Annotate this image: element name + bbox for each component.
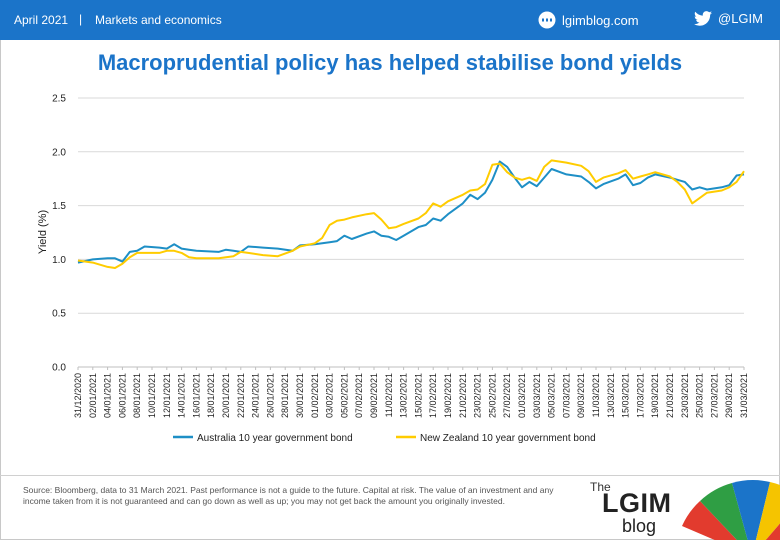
logo-blog: blog [622,516,657,536]
twitter-link[interactable]: @LGIM [694,11,763,26]
x-tick-label: 11/03/2021 [591,373,601,417]
legend: Australia 10 year government bond New Zea… [173,433,596,444]
x-tick-label: 27/02/2021 [502,373,512,418]
header-bar: April 2021 | Markets and economics lgimb… [0,0,780,40]
x-tick-label: 07/02/2021 [354,373,364,418]
legend-label: Australia 10 year government bond [197,433,353,444]
series-lines [77,159,745,269]
x-tick-label: 19/02/2021 [443,373,453,418]
x-tick-label: 24/01/2021 [251,373,261,418]
x-tick-label: 04/01/2021 [103,373,113,418]
y-tick-label: 2.5 [52,94,66,105]
footer-divider [0,475,780,476]
x-tick-label: 06/01/2021 [117,373,127,418]
x-tick-label: 27/03/2021 [709,373,719,418]
x-tick-label: 09/02/2021 [369,373,379,418]
x-tick-label: 26/01/2021 [265,373,275,418]
header-separator: | [79,12,83,26]
blog-logo-icon [538,11,556,29]
x-tick-label: 01/02/2021 [310,373,320,418]
umbrella-icon [682,480,780,540]
x-tick-label: 03/02/2021 [325,373,335,418]
x-tick-label: 23/03/2021 [680,373,690,418]
x-tick-label: 12/01/2021 [162,373,172,418]
twitter-handle: @LGIM [718,11,763,26]
australia-series-line [77,160,745,264]
site-label: lgimblog.com [562,12,639,28]
x-tick-label: 05/02/2021 [339,373,349,418]
y-tick-label: 0.0 [52,363,66,374]
x-tick-label: 07/03/2021 [561,373,571,418]
x-tick-label: 10/01/2021 [147,373,157,418]
x-tick-label: 23/02/2021 [473,373,483,418]
header-section-link[interactable]: Markets and economics [95,13,222,27]
lgim-blog-logo[interactable]: The LGIM blog [584,478,780,540]
x-tick-label: 13/02/2021 [399,373,409,418]
line-chart: 0.0 0.5 1.0 1.5 2.0 2.5 Yield (%) 31/12/2020 0… [37,94,749,445]
x-tick-label: 08/01/2021 [132,373,142,418]
x-tick-label: 21/03/2021 [665,373,675,418]
x-tick-label: 19/03/2021 [650,373,660,418]
y-tick-label: 0.5 [52,309,66,320]
chart-title: Macroprudential policy has helped stabil… [97,50,683,75]
x-tick-label: 11/02/2021 [384,373,394,417]
x-tick-label: 25/02/2021 [487,373,497,418]
x-tick-label: 17/03/2021 [635,373,645,418]
x-tick-label: 31/03/2021 [739,373,749,418]
x-tick-label: 03/03/2021 [532,373,542,418]
x-tick-label: 13/03/2021 [606,373,616,418]
x-tick-label: 05/03/2021 [547,373,557,418]
x-tick-label: 16/01/2021 [191,373,201,418]
x-tick-label: 18/01/2021 [206,373,216,418]
y-tick-labels: 0.0 0.5 1.0 1.5 2.0 2.5 [52,94,66,374]
x-tick-label: 25/03/2021 [695,373,705,418]
new-zealand-series-line [77,159,745,269]
header-date: April 2021 [14,13,69,27]
x-tick-label: 09/03/2021 [576,373,586,418]
site-link[interactable]: lgimblog.com [538,11,639,29]
twitter-bird-icon [694,11,712,26]
x-tick-labels: 31/12/2020 02/01/2021 04/01/2021 06/01/2021… [73,367,749,418]
x-tick-label: 31/12/2020 [73,373,83,418]
gridlines [78,97,744,368]
x-tick-label: 17/02/2021 [428,373,438,418]
x-tick-label: 02/01/2021 [88,373,98,418]
source-note: Source: Bloomberg, data to 31 March 2021… [23,485,554,506]
x-tick-label: 21/02/2021 [458,373,468,418]
x-tick-label: 14/01/2021 [177,373,187,418]
logo-lgim: LGIM [602,488,672,518]
x-tick-label: 22/01/2021 [236,373,246,418]
y-axis-label: Yield (%) [37,210,49,254]
y-tick-label: 1.5 [52,201,66,212]
logo-the: The [590,480,611,494]
x-tick-label: 01/03/2021 [517,373,527,418]
x-tick-label: 30/01/2021 [295,373,305,418]
x-tick-label: 15/03/2021 [621,373,631,418]
y-tick-label: 2.0 [52,147,66,158]
legend-label: New Zealand 10 year government bond [420,433,596,444]
x-tick-label: 20/01/2021 [221,373,231,418]
x-tick-label: 28/01/2021 [280,373,290,418]
x-tick-label: 15/02/2021 [413,373,423,418]
x-tick-label: 29/03/2021 [724,373,734,418]
y-tick-label: 1.0 [52,255,66,266]
